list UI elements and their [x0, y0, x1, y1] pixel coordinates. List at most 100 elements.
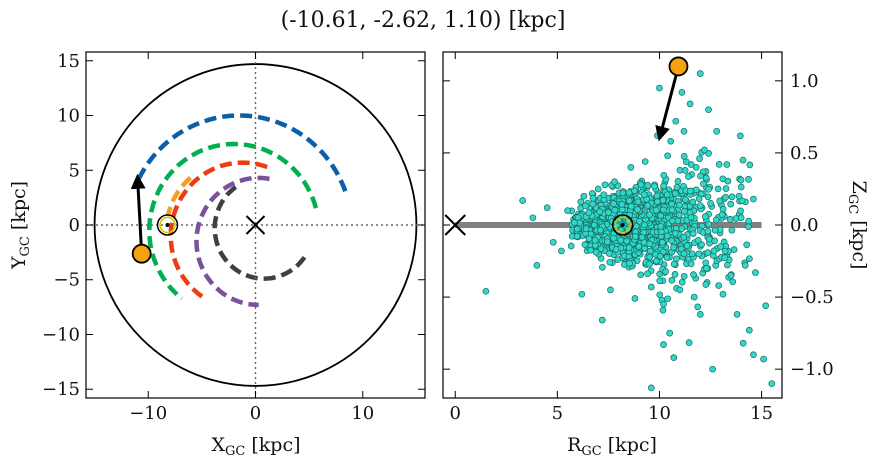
- scatter-point: [739, 156, 747, 164]
- y-tick-label: 0.0: [790, 215, 819, 236]
- scatter-point: [617, 236, 625, 244]
- scatter-point: [668, 206, 676, 214]
- scatter-point: [564, 207, 571, 214]
- scatter-point: [663, 254, 671, 261]
- scatter-point: [696, 155, 703, 162]
- scatter-point: [543, 204, 551, 212]
- scatter-point: [657, 212, 665, 219]
- spiral-arm-6: [212, 185, 309, 281]
- scatter-point: [722, 185, 730, 192]
- scatter-point: [741, 262, 749, 269]
- scatter-point: [709, 365, 716, 373]
- y-tick-label: −15: [42, 379, 80, 400]
- scatter-point: [647, 247, 654, 255]
- scatter-point: [571, 219, 578, 226]
- scatter-point: [577, 198, 585, 206]
- scatter-point: [610, 200, 617, 208]
- scatter-point: [625, 189, 633, 196]
- scatter-point: [619, 189, 627, 197]
- scatter-point: [618, 201, 626, 208]
- scatter-point: [702, 174, 710, 182]
- scatter-point: [578, 290, 586, 298]
- scatter-point: [668, 217, 676, 225]
- scatter-point: [683, 242, 691, 249]
- scatter-point: [695, 195, 703, 203]
- scatter-point: [581, 241, 589, 248]
- scatter-point: [723, 161, 731, 168]
- right-xlabel: RGC [kpc]: [567, 434, 657, 459]
- scatter-point: [605, 209, 612, 216]
- y-tick-label: 0.5: [790, 143, 819, 164]
- scatter-point: [696, 311, 704, 318]
- scatter-point: [738, 197, 746, 205]
- scatter-point: [604, 238, 611, 246]
- scatter-point: [597, 245, 605, 252]
- scatter-point: [707, 200, 714, 207]
- scatter-point: [656, 252, 664, 260]
- scatter-point: [653, 257, 660, 265]
- scatter-point: [733, 311, 741, 318]
- scatter-point: [689, 230, 697, 237]
- scatter-point: [582, 202, 589, 210]
- scatter-point: [529, 214, 537, 222]
- scatter-point: [606, 258, 614, 266]
- spiral-arm-1: [135, 113, 348, 192]
- scatter-point: [694, 236, 702, 244]
- scatter-point: [697, 172, 704, 180]
- scatter-point: [585, 209, 593, 217]
- scatter-point: [580, 192, 588, 200]
- scatter-point: [760, 355, 767, 363]
- scatter-point: [631, 295, 639, 302]
- scatter-point: [676, 166, 684, 174]
- scatter-point: [660, 206, 667, 214]
- scatter-point: [662, 268, 669, 275]
- scatter-point: [670, 354, 678, 361]
- scatter-point: [668, 237, 675, 244]
- y-tick-label: 0: [69, 215, 80, 236]
- scatter-point: [625, 244, 633, 252]
- scatter-point: [596, 226, 604, 234]
- scatter-point: [589, 194, 597, 202]
- scatter-point: [713, 127, 721, 135]
- scatter-point: [719, 175, 727, 183]
- scatter-point: [660, 341, 667, 349]
- scatter-point: [666, 329, 674, 337]
- scatter-point: [730, 246, 738, 253]
- scatter-point: [692, 163, 700, 171]
- scatter-point: [625, 197, 633, 205]
- scatter-point: [700, 180, 707, 188]
- scatter-point: [702, 281, 710, 288]
- scatter-point: [653, 192, 661, 200]
- scatter-point: [722, 193, 729, 201]
- scatter-point: [601, 181, 609, 189]
- scatter-point: [519, 197, 526, 204]
- scatter-point: [605, 250, 613, 257]
- scatter-point: [704, 249, 712, 256]
- scatter-point: [688, 250, 696, 258]
- scatter-point: [695, 250, 703, 258]
- scatter-point: [690, 271, 697, 278]
- scatter-point: [671, 230, 679, 237]
- scatter-point: [657, 222, 665, 230]
- scatter-point: [600, 191, 608, 199]
- scatter-point: [651, 182, 658, 190]
- scatter-point: [676, 286, 684, 294]
- scatter-point: [726, 216, 734, 223]
- scatter-point: [659, 239, 666, 246]
- scatter-point: [634, 198, 642, 206]
- scatter-point: [686, 100, 694, 108]
- scatter-point: [685, 173, 692, 180]
- scatter-point: [596, 208, 604, 216]
- scatter-point: [594, 185, 602, 193]
- scatter-point: [656, 277, 664, 285]
- left-panel: −10 0 10 −15 −10 −5 0 5 10 15 XGC [kpc] YGC [kpc]: [8, 51, 426, 459]
- scatter-point: [599, 263, 606, 271]
- scatter-point: [716, 197, 724, 205]
- scatter-point: [737, 214, 745, 222]
- scatter-point: [704, 193, 712, 201]
- scatter-point: [743, 241, 751, 249]
- scatter-point: [750, 195, 757, 203]
- scatter-point: [729, 278, 737, 286]
- scatter-point: [682, 196, 689, 203]
